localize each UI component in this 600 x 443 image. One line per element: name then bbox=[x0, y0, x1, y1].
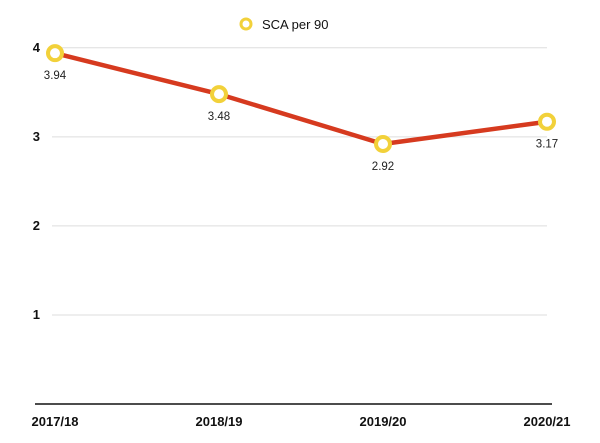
gridlines bbox=[52, 47, 547, 316]
y-tick-label: 4 bbox=[33, 40, 41, 55]
x-axis-ticks: 2017/18 2018/19 2019/20 2020/21 bbox=[32, 414, 571, 429]
y-axis-ticks: 1 2 3 4 bbox=[33, 40, 41, 322]
x-tick-label: 2018/19 bbox=[196, 414, 243, 429]
data-label: 3.17 bbox=[536, 139, 558, 151]
series-line bbox=[52, 50, 550, 147]
data-point bbox=[210, 85, 228, 104]
legend-marker bbox=[239, 17, 253, 31]
x-tick-label: 2017/18 bbox=[32, 414, 79, 429]
data-point bbox=[374, 134, 392, 153]
legend: SCA per 90 bbox=[239, 17, 329, 32]
data-point bbox=[46, 44, 64, 63]
y-tick-label: 2 bbox=[33, 218, 40, 233]
data-label: 3.48 bbox=[208, 111, 230, 123]
data-label: 2.92 bbox=[372, 161, 394, 173]
data-point bbox=[538, 112, 556, 131]
data-label: 3.94 bbox=[44, 70, 67, 82]
data-markers bbox=[46, 44, 556, 153]
legend-label: SCA per 90 bbox=[262, 17, 329, 32]
data-labels: 3.94 3.48 2.92 3.17 bbox=[44, 70, 558, 173]
x-tick-label: 2020/21 bbox=[524, 414, 571, 429]
y-tick-label: 1 bbox=[33, 307, 40, 322]
x-tick-label: 2019/20 bbox=[360, 414, 407, 429]
y-tick-label: 3 bbox=[33, 129, 40, 144]
